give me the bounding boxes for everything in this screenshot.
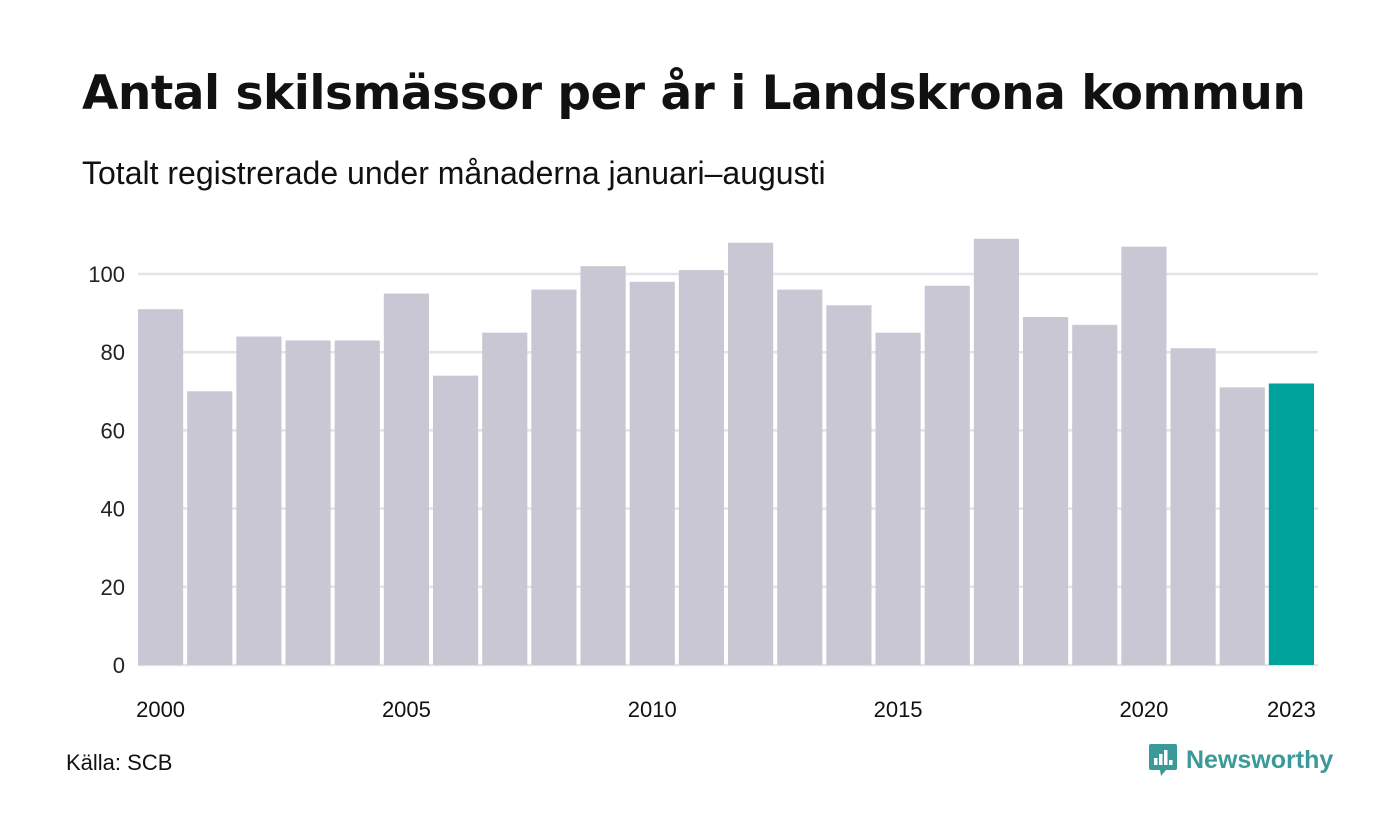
x-tick-label: 2005 <box>382 697 431 722</box>
bar-2007 <box>482 332 528 665</box>
bar-2018 <box>1023 317 1069 665</box>
bar-2003 <box>285 340 331 665</box>
bar-2023 <box>1268 383 1314 665</box>
bar-2010 <box>629 281 675 665</box>
bar-2015 <box>875 332 921 665</box>
y-axis-ticks: 0 20 40 60 80 100 <box>88 262 125 678</box>
bar-2006 <box>433 375 479 665</box>
brand-logo[interactable]: Newsworthy <box>1148 742 1333 778</box>
bar-2012 <box>728 242 774 665</box>
brand-name: Newsworthy <box>1186 745 1334 774</box>
bar-2021 <box>1170 348 1216 665</box>
bar-2008 <box>531 289 577 665</box>
x-tick-label: 2020 <box>1119 697 1168 722</box>
bar-2020 <box>1121 246 1167 665</box>
y-tick-label: 0 <box>113 653 125 678</box>
y-tick-label: 20 <box>101 575 125 600</box>
bar-2002 <box>236 336 282 665</box>
bar-2004 <box>334 340 380 665</box>
bar-2017 <box>973 238 1019 665</box>
bar-2005 <box>383 293 429 665</box>
chart-title: Antal skilsmässor per år i Landskrona ko… <box>82 66 1306 121</box>
newsworthy-logo-icon <box>1149 744 1177 776</box>
x-axis-ticks: 2000 2005 2010 2015 2020 2023 <box>136 697 1316 722</box>
y-tick-label: 80 <box>101 340 125 365</box>
y-tick-label: 40 <box>101 497 125 522</box>
bar-2009 <box>580 266 626 665</box>
bar-2013 <box>777 289 823 665</box>
chart-subtitle: Totalt registrerade under månaderna janu… <box>82 155 826 191</box>
bar-2001 <box>187 391 233 665</box>
x-tick-label: 2023 <box>1267 697 1316 722</box>
bar-2000 <box>138 309 184 665</box>
x-tick-label: 2010 <box>628 697 677 722</box>
bar-2019 <box>1072 324 1118 665</box>
x-tick-label: 2000 <box>136 697 185 722</box>
source-note: Källa: SCB <box>66 750 173 775</box>
bar-2014 <box>826 305 872 665</box>
bar-2011 <box>678 270 724 665</box>
y-tick-label: 100 <box>88 262 125 287</box>
y-tick-label: 60 <box>101 418 125 443</box>
x-tick-label: 2015 <box>874 697 923 722</box>
bar-2022 <box>1219 387 1265 665</box>
bar-2016 <box>924 285 970 665</box>
bars <box>138 238 1314 665</box>
